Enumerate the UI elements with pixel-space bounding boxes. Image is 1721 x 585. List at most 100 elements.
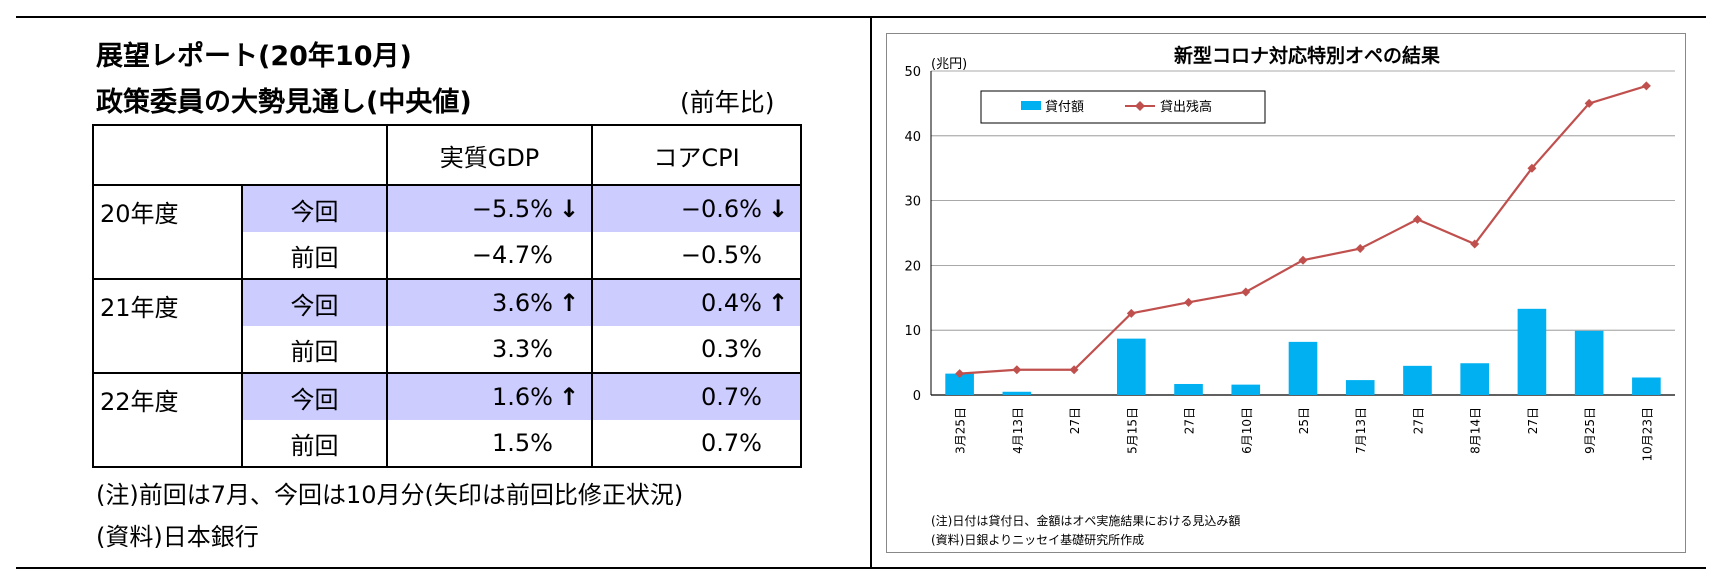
x-tick-labels: 3月25日 4月13日 27日 5月15日 27日 6月10日 25日 7月13日 27日 8月1… <box>954 407 1655 462</box>
previous-label: 前回 <box>242 232 387 280</box>
chart-title: 新型コロナ対応特別オペの結果 <box>1174 44 1440 67</box>
x-tick-label: 27日 <box>1411 407 1425 434</box>
cpi-value: 0.7% <box>591 373 802 420</box>
chart-container: 新型コロナ対応特別オペの結果 (兆円) 0 10 20 30 40 50 3月25日 4月1… <box>886 33 1686 553</box>
table-row: 22年度 今回 1.6% ↑ 0.7% <box>92 372 802 468</box>
table-row: 21年度 今回 3.6% ↑ 0.4% ↑ <box>92 278 802 374</box>
y-unit-label: (兆円) <box>931 57 967 72</box>
bar <box>1174 383 1203 395</box>
bar <box>1288 341 1318 395</box>
x-tick-label: 25日 <box>1297 407 1311 434</box>
bar <box>1517 308 1547 395</box>
down-arrow-icon: ↓ <box>767 195 789 223</box>
up-arrow-icon: ↑ <box>767 289 789 317</box>
year-label: 20年度 <box>92 184 243 280</box>
line-point <box>1069 365 1079 375</box>
bar <box>1403 365 1432 395</box>
year-label: 22年度 <box>92 372 243 468</box>
grid-lines <box>930 70 1675 396</box>
left-title-line1: 展望レポート(20年10月) <box>96 41 412 72</box>
line-point <box>1298 255 1308 265</box>
bar-series <box>945 308 1661 395</box>
line-point <box>1527 163 1537 173</box>
x-tick-label: 8月14日 <box>1469 407 1483 454</box>
bar <box>1574 330 1604 395</box>
chart-note: (注)日付は貸付日、金額はオペ実施結果における見込み額 <box>931 513 1240 528</box>
x-tick-label: 7月13日 <box>1354 407 1368 454</box>
forecast-table: 実質GDP コアCPI 20年度 今回 −5.5% ↓ −0.6% ↓ 前回 −4.… <box>92 124 802 468</box>
x-tick-label: 5月15日 <box>1125 407 1139 454</box>
line-point <box>1412 214 1422 224</box>
cpi-value: −0.5% <box>591 232 802 280</box>
gdp-value: −4.7% <box>386 232 593 280</box>
table-source: (資料)日本銀行 <box>96 523 259 551</box>
gdp-value: 1.5% <box>386 420 593 468</box>
gdp-value: 1.6% ↑ <box>386 373 593 420</box>
line-point <box>955 369 965 379</box>
gdp-value: 3.6% ↑ <box>386 279 593 326</box>
bar <box>1002 391 1032 395</box>
y-tick-labels: 0 10 20 30 40 50 <box>904 65 921 404</box>
cpi-value: 0.7% <box>591 420 802 468</box>
legend: 貸付額 貸出残高 <box>980 90 1266 124</box>
x-tick-label: 6月10日 <box>1240 407 1254 454</box>
year-label: 21年度 <box>92 278 243 374</box>
down-arrow-icon: ↓ <box>558 195 580 223</box>
chart-source: (資料)日銀よりニッセイ基礎研究所作成 <box>931 532 1144 547</box>
table-row: 前回 1.5% 0.7% <box>93 420 802 468</box>
current-label: 今回 <box>242 373 387 420</box>
line-point <box>1241 287 1251 297</box>
y-tick-label: 10 <box>904 324 921 339</box>
table-row: 前回 −4.7% −0.5% <box>93 232 802 280</box>
bar <box>945 373 974 395</box>
x-tick-label: 3月25日 <box>954 407 968 454</box>
header-cpi: コアCPI <box>591 124 802 186</box>
header-gdp: 実質GDP <box>386 124 593 186</box>
table-note: (注)前回は7月、今回は10月分(矢印は前回比修正状況) <box>96 481 684 509</box>
y-tick-label: 0 <box>913 389 921 404</box>
line-point <box>1641 81 1651 91</box>
legend-bar-swatch <box>1021 101 1041 110</box>
line-point <box>1470 239 1480 249</box>
x-tick-label: 4月13日 <box>1011 407 1025 454</box>
panel-divider <box>870 16 872 569</box>
line-series <box>955 81 1651 379</box>
line-point <box>1012 365 1022 375</box>
bar <box>1460 363 1489 395</box>
y-tick-label: 30 <box>904 195 921 210</box>
header-blank <box>92 124 388 186</box>
legend-line-label: 貸出残高 <box>1160 99 1212 115</box>
cpi-value: 0.4% ↑ <box>591 279 802 326</box>
bar <box>1345 380 1375 395</box>
line-point <box>1584 98 1594 108</box>
legend-line-marker <box>1135 101 1145 111</box>
current-label: 今回 <box>242 184 387 232</box>
x-tick-label: 27日 <box>1526 407 1540 434</box>
y-tick-label: 40 <box>904 130 921 145</box>
line-point <box>1126 308 1136 318</box>
x-tick-label: 10月23日 <box>1640 407 1654 462</box>
x-tick-label: 27日 <box>1183 407 1197 434</box>
table-header-row: 実質GDP コアCPI <box>92 124 802 186</box>
previous-label: 前回 <box>242 326 387 374</box>
table-row: 20年度 今回 −5.5% ↓ −0.6% ↓ <box>92 184 802 280</box>
x-tick-label: 9月25日 <box>1583 407 1597 454</box>
gdp-value: −5.5% ↓ <box>386 184 593 232</box>
unit-note: (前年比) <box>680 88 775 117</box>
legend-bar-label: 貸付額 <box>1045 99 1084 115</box>
cpi-value: −0.6% ↓ <box>591 184 802 232</box>
bar <box>1632 377 1661 395</box>
left-title-line2: 政策委員の大勢見通し(中央値) <box>96 87 472 118</box>
x-tick-label: 27日 <box>1068 407 1082 434</box>
line-point <box>1184 297 1194 307</box>
up-arrow-icon: ↑ <box>558 383 580 411</box>
y-tick-label: 50 <box>904 65 921 80</box>
gdp-value: 3.3% <box>386 326 593 374</box>
cpi-value: 0.3% <box>591 326 802 374</box>
bar <box>1117 338 1146 395</box>
bar <box>1231 384 1261 395</box>
current-label: 今回 <box>242 279 387 326</box>
y-tick-label: 20 <box>904 259 921 274</box>
up-arrow-icon: ↑ <box>558 289 580 317</box>
combo-chart: 新型コロナ対応特別オペの結果 (兆円) 0 10 20 30 40 50 3月25日 4月1… <box>904 44 1675 547</box>
